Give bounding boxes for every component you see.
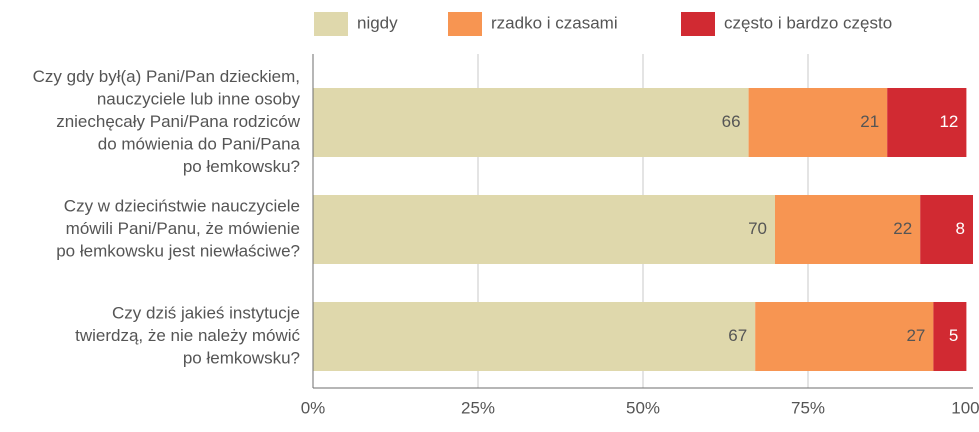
legend-label: nigdy [357, 13, 398, 32]
category-label: Czy w dzieciństwie nauczyciele mówili Pan… [56, 196, 300, 260]
x-tick-label: 0% [301, 398, 326, 417]
legend-label: rzadko i czasami [491, 13, 618, 32]
category-label-line: po łemkowsku jest niewłaściwe? [56, 241, 300, 260]
bar-segment [933, 302, 967, 371]
category-label: Czy dziś jakieś instytucje twierdzą, że n… [75, 303, 300, 367]
data-label: 8 [956, 219, 965, 238]
bar-segment [313, 88, 749, 157]
data-label: 27 [906, 326, 925, 345]
x-tick-label: 100% [951, 398, 979, 417]
bar-segment [755, 302, 934, 371]
x-tick-label: 25% [461, 398, 495, 417]
bar-segment [920, 195, 973, 264]
legend-swatch [681, 12, 715, 36]
axes: 0% 25% 50% 75% 100% [301, 54, 979, 417]
category-label-line: zniechęcały Pani/Pana rodziców [56, 112, 301, 131]
category-label-line: Czy gdy był(a) Pani/Pan dzieckiem, [33, 67, 300, 86]
data-label: 21 [860, 112, 879, 131]
bar-segment [748, 88, 888, 157]
data-label: 22 [893, 219, 912, 238]
legend-label: często i bardzo często [724, 13, 892, 32]
data-label: 67 [728, 326, 747, 345]
category-label-line: po łemkowsku? [183, 157, 300, 176]
category-label-line: mówili Pani/Panu, że mówienie [66, 219, 300, 238]
bars: 66 21 12 70 22 8 67 27 5 [313, 88, 973, 371]
category-label: Czy gdy był(a) Pani/Pan dzieckiem, nauczy… [33, 67, 301, 176]
category-label-line: Czy w dzieciństwie nauczyciele [64, 196, 300, 215]
data-label: 70 [748, 219, 767, 238]
bar-segment [887, 88, 967, 157]
legend-swatch [448, 12, 482, 36]
category-label-line: Czy dziś jakieś instytucje [112, 303, 300, 322]
x-tick-label: 50% [626, 398, 660, 417]
category-label-line: po łemkowsku? [183, 348, 300, 367]
legend: nigdy rzadko i czasami często i bardzo czę… [314, 12, 892, 36]
x-tick-label: 75% [791, 398, 825, 417]
category-label-line: do mówienia do Pani/Pana [98, 134, 301, 153]
data-label: 12 [939, 112, 958, 131]
bar-segment [313, 302, 756, 371]
bar-segment [775, 195, 921, 264]
legend-swatch [314, 12, 348, 36]
category-label-line: nauczyciele lub inne osoby [97, 89, 301, 108]
category-labels: Czy gdy był(a) Pani/Pan dzieckiem, nauczy… [33, 67, 301, 368]
category-label-line: twierdzą, że nie należy mówić [75, 326, 300, 345]
data-label: 5 [949, 326, 958, 345]
data-label: 66 [722, 112, 741, 131]
bar-segment [313, 195, 775, 264]
